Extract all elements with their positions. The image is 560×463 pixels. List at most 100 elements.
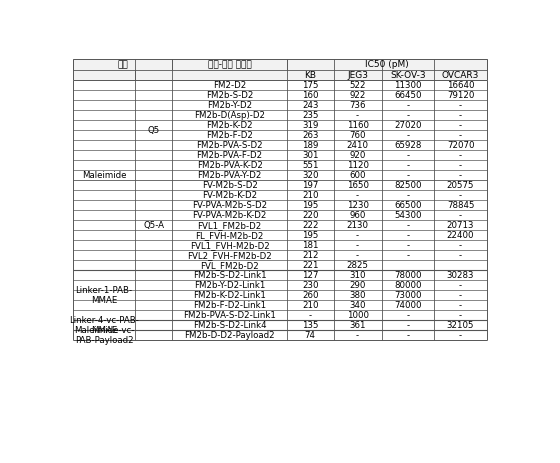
- Bar: [135, 70, 172, 80]
- Text: -: -: [309, 311, 312, 320]
- Text: FM2b-PVA-K-D2: FM2b-PVA-K-D2: [197, 161, 263, 170]
- Bar: [73, 331, 135, 340]
- Bar: [73, 140, 487, 150]
- Text: Q5: Q5: [148, 126, 160, 135]
- Text: 600: 600: [349, 171, 366, 180]
- Text: 319: 319: [302, 121, 319, 130]
- Text: -: -: [459, 101, 462, 110]
- Text: Maleimide: Maleimide: [82, 171, 127, 180]
- Text: FM2b-PVA-S-D2-Link1: FM2b-PVA-S-D2-Link1: [183, 311, 276, 320]
- Text: 220: 220: [302, 211, 319, 220]
- Text: -: -: [459, 251, 462, 260]
- Text: 210: 210: [302, 301, 319, 310]
- Bar: [73, 260, 487, 270]
- Text: FM2b-S-D2-Link4: FM2b-S-D2-Link4: [193, 321, 267, 330]
- Bar: [73, 180, 487, 190]
- Text: 1230: 1230: [347, 201, 368, 210]
- Bar: [73, 120, 487, 130]
- Text: 222: 222: [302, 221, 319, 230]
- Text: 78845: 78845: [447, 201, 474, 210]
- Bar: [172, 70, 287, 80]
- Text: 522: 522: [349, 81, 366, 90]
- Bar: [73, 150, 487, 160]
- Bar: [73, 80, 135, 270]
- Text: 65928: 65928: [394, 141, 422, 150]
- Text: 160: 160: [302, 91, 319, 100]
- Text: 20713: 20713: [447, 221, 474, 230]
- Bar: [73, 331, 487, 340]
- Bar: [135, 320, 172, 331]
- Text: -: -: [459, 151, 462, 160]
- Text: 551: 551: [302, 161, 319, 170]
- Bar: [73, 320, 135, 331]
- Text: 20575: 20575: [447, 181, 474, 190]
- Text: -: -: [459, 311, 462, 320]
- Bar: [73, 59, 172, 70]
- Bar: [73, 210, 487, 220]
- Text: 66450: 66450: [394, 91, 422, 100]
- Text: 1160: 1160: [347, 121, 368, 130]
- Text: 181: 181: [302, 241, 319, 250]
- Text: OVCAR3: OVCAR3: [442, 71, 479, 80]
- Text: -: -: [407, 221, 409, 230]
- Text: -: -: [407, 101, 409, 110]
- Text: -: -: [356, 241, 359, 250]
- Bar: [73, 190, 487, 200]
- Bar: [73, 160, 487, 170]
- Bar: [135, 180, 172, 270]
- Bar: [73, 200, 487, 210]
- Text: 320: 320: [302, 171, 319, 180]
- Text: 960: 960: [349, 211, 366, 220]
- Text: 22400: 22400: [447, 231, 474, 240]
- Bar: [135, 270, 172, 320]
- Text: -: -: [459, 131, 462, 140]
- Bar: [73, 250, 487, 260]
- Text: 361: 361: [349, 321, 366, 330]
- Text: 항체-약물 접합체: 항체-약물 접합체: [208, 60, 251, 69]
- Text: 127: 127: [302, 271, 319, 280]
- Text: 922: 922: [349, 91, 366, 100]
- Bar: [73, 130, 487, 140]
- Bar: [73, 290, 487, 300]
- Text: -: -: [356, 251, 359, 260]
- Text: -: -: [407, 331, 409, 340]
- Text: -: -: [459, 211, 462, 220]
- Text: 195: 195: [302, 201, 319, 210]
- Text: FM2b-Y-D2: FM2b-Y-D2: [207, 101, 252, 110]
- Text: -: -: [356, 231, 359, 240]
- Bar: [73, 281, 487, 290]
- Text: 72070: 72070: [447, 141, 474, 150]
- Text: -: -: [459, 291, 462, 300]
- Text: Linker-1-PAB-
MMAE: Linker-1-PAB- MMAE: [76, 286, 133, 305]
- Text: 197: 197: [302, 181, 319, 190]
- Bar: [287, 59, 487, 70]
- Text: 189: 189: [302, 141, 319, 150]
- Bar: [73, 70, 135, 80]
- Text: 760: 760: [349, 131, 366, 140]
- Text: 30283: 30283: [447, 271, 474, 280]
- Text: 230: 230: [302, 281, 319, 290]
- Text: 380: 380: [349, 291, 366, 300]
- Text: -: -: [407, 151, 409, 160]
- Text: 301: 301: [302, 151, 319, 160]
- Bar: [135, 80, 172, 180]
- Text: 195: 195: [302, 231, 319, 240]
- Bar: [73, 310, 487, 320]
- Text: 290: 290: [349, 281, 366, 290]
- Text: FM2b-K-D2: FM2b-K-D2: [206, 121, 253, 130]
- Bar: [172, 59, 287, 70]
- Text: FM2b-F-D2-Link1: FM2b-F-D2-Link1: [193, 301, 266, 310]
- Text: -: -: [407, 251, 409, 260]
- Text: SK-OV-3: SK-OV-3: [390, 71, 426, 80]
- Text: -: -: [459, 161, 462, 170]
- Bar: [73, 220, 487, 231]
- Bar: [73, 270, 487, 281]
- Text: -: -: [459, 191, 462, 200]
- Text: -: -: [459, 171, 462, 180]
- Text: -: -: [459, 331, 462, 340]
- Text: -: -: [407, 111, 409, 120]
- Text: -: -: [356, 191, 359, 200]
- Text: 82500: 82500: [394, 181, 422, 190]
- Text: 54300: 54300: [394, 211, 422, 220]
- Bar: [135, 331, 172, 340]
